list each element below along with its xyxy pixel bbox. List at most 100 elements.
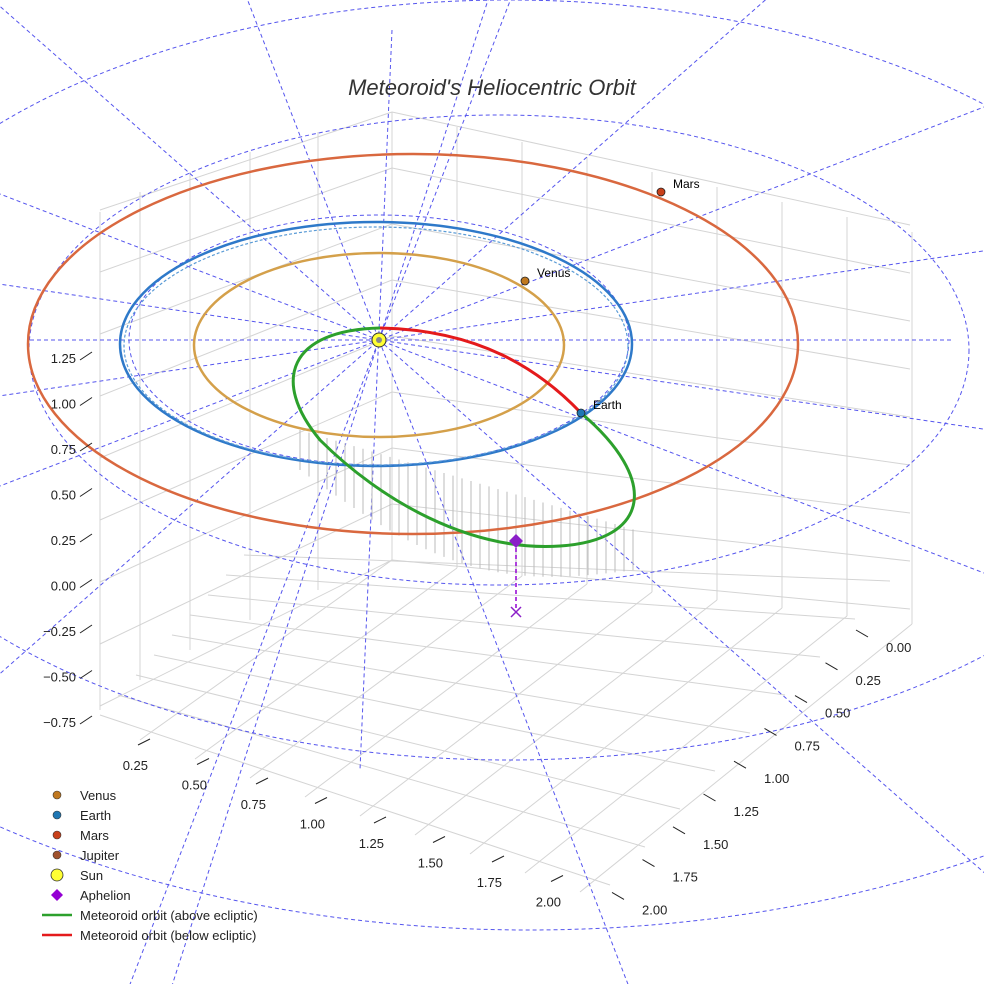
grid-line (189, 614, 786, 696)
z-tick-mark (79, 442, 93, 452)
legend-item[interactable]: Meteoroid orbit (above ecliptic) (40, 905, 258, 925)
z-tick-mark (79, 488, 93, 497)
x-tick-label: 1.00 (300, 817, 325, 832)
y-tick-mark (825, 662, 838, 671)
celestial-ring (28, 114, 970, 586)
grid-line (391, 223, 911, 322)
grid-line (243, 554, 891, 582)
mars-label: Mars (673, 177, 700, 191)
z-tick-label: 1.00 (51, 397, 76, 412)
z-tick-label: 0.25 (51, 533, 76, 548)
legend-label: Meteoroid orbit (below ecliptic) (80, 927, 257, 943)
grid-line (391, 391, 911, 466)
legend-item[interactable]: Aphelion (40, 885, 258, 905)
x-tick-label: 0.50 (182, 778, 207, 793)
grid-line (391, 447, 911, 514)
y-tick-label: 0.00 (886, 640, 911, 655)
grid-line (99, 279, 393, 397)
aphelion-projection (510, 606, 522, 618)
legend-marker (51, 889, 63, 901)
grid-line (135, 674, 681, 810)
grid-line (391, 279, 911, 370)
x-tick-mark (432, 836, 446, 843)
venus-label: Venus (537, 266, 570, 280)
legend-item[interactable]: Sun (40, 865, 258, 885)
x-axis-ticks: 0.25 0.50 0.75 1.00 1.25 1.50 1.75 2.00 (123, 738, 564, 910)
y-tick-mark (611, 891, 625, 900)
z-tick-mark (79, 715, 93, 725)
legend-marker (52, 850, 62, 860)
grid-line (391, 335, 911, 418)
venus-orbit (192, 251, 566, 439)
grid-line (414, 599, 718, 836)
y-tick-label: 1.25 (734, 804, 759, 819)
grid-line (171, 634, 751, 734)
celestial-line (359, 29, 393, 771)
grid-line (117, 694, 646, 848)
x-tick-label: 1.50 (418, 856, 443, 871)
x-tick-mark (137, 738, 151, 746)
legend-label: Earth (80, 807, 112, 823)
mars-marker (656, 187, 666, 197)
y-tick-label: 2.00 (642, 902, 667, 917)
legend-item[interactable]: Meteoroid orbit (below ecliptic) (40, 925, 258, 945)
legend-symbol (40, 925, 74, 945)
z-tick-label: −0.75 (43, 715, 76, 730)
grid-line (99, 167, 393, 273)
y-tick-label: 1.75 (673, 870, 698, 885)
z-tick-mark (79, 670, 93, 679)
y-axis-ticks: 0.00 0.25 0.50 0.75 1.00 1.25 1.50 1.75 2.00 (611, 629, 911, 917)
legend-symbol (40, 825, 74, 845)
y-tick-mark (672, 826, 686, 835)
y-tick-label: 1.00 (764, 771, 789, 786)
chart-title: Meteoroid's Heliocentric Orbit (348, 75, 637, 100)
legend-label: Sun (80, 867, 104, 883)
z-tick-mark (79, 624, 93, 634)
legend-symbol (40, 885, 74, 905)
mars-orbit (26, 152, 800, 536)
legend-marker (50, 868, 64, 882)
z-tick-label: 0.50 (51, 488, 76, 503)
planet-orbits (26, 152, 800, 536)
grid-line (391, 559, 911, 610)
scene-grid (99, 111, 913, 893)
grid-line (99, 503, 393, 645)
grid-line (359, 591, 653, 817)
earth-marker (576, 408, 586, 418)
x-tick-label: 0.75 (241, 797, 266, 812)
grid-line (469, 607, 783, 855)
legend-item[interactable]: Earth (40, 805, 258, 825)
x-tick-mark (373, 816, 387, 824)
legend: Venus Earth Mars Jupiter Sun Aphelion Meteoroi… (40, 785, 258, 945)
grid-line (207, 594, 821, 658)
legend-item[interactable]: Venus (40, 785, 258, 805)
legend-label: Aphelion (80, 887, 131, 903)
y-tick-label: 0.75 (795, 738, 820, 753)
earth-orbit (118, 220, 634, 468)
grid-line (194, 567, 458, 760)
legend-label: Jupiter (80, 847, 120, 863)
grid-line (391, 167, 911, 274)
grid-line (225, 574, 856, 620)
celestial-ring (0, 0, 984, 761)
x-tick-mark (255, 777, 269, 785)
grid-line (99, 335, 393, 459)
legend-item[interactable]: Mars (40, 825, 258, 845)
z-tick-label: −0.50 (43, 670, 76, 685)
legend-item[interactable]: Jupiter (40, 845, 258, 865)
z-tick-label: 0.00 (51, 579, 76, 594)
sun-core (376, 337, 382, 343)
y-tick-mark (855, 629, 869, 638)
y-tick-label: 0.25 (856, 673, 881, 688)
y-tick-mark (794, 695, 808, 704)
aphelion-marker (509, 534, 523, 548)
grid-line (249, 575, 523, 779)
earth-label: Earth (593, 398, 622, 412)
z-tick-mark (79, 397, 93, 406)
venus-marker (520, 276, 530, 286)
grid-line (391, 503, 911, 562)
point-markers: Venus Earth Mars (371, 177, 700, 618)
z-tick-mark (79, 579, 93, 588)
grid-line (153, 654, 716, 772)
